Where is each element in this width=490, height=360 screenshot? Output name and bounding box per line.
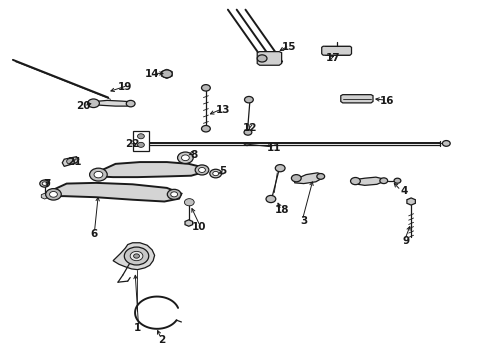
Circle shape [134, 254, 140, 258]
Circle shape [257, 55, 267, 62]
Circle shape [380, 178, 388, 184]
Circle shape [161, 70, 172, 78]
Polygon shape [407, 198, 416, 205]
Text: 3: 3 [300, 216, 307, 226]
Polygon shape [113, 243, 155, 270]
Text: 6: 6 [90, 229, 97, 239]
Polygon shape [352, 177, 383, 185]
Circle shape [244, 130, 252, 135]
Circle shape [171, 192, 177, 197]
Polygon shape [91, 100, 134, 106]
Circle shape [88, 99, 99, 108]
Text: 7: 7 [44, 179, 51, 189]
Circle shape [130, 251, 143, 261]
Circle shape [49, 192, 57, 197]
Text: 14: 14 [145, 69, 159, 79]
Circle shape [138, 134, 145, 139]
Circle shape [245, 96, 253, 103]
Polygon shape [161, 69, 172, 78]
Polygon shape [62, 157, 79, 166]
Text: 16: 16 [379, 96, 394, 106]
Circle shape [442, 140, 450, 146]
Text: 12: 12 [243, 123, 257, 133]
Circle shape [275, 165, 285, 172]
Circle shape [266, 195, 276, 203]
Polygon shape [185, 220, 193, 226]
Circle shape [350, 177, 360, 185]
Text: 17: 17 [326, 53, 340, 63]
Circle shape [184, 199, 194, 206]
Circle shape [67, 158, 74, 164]
Circle shape [213, 171, 219, 176]
Text: 22: 22 [125, 139, 140, 149]
Polygon shape [47, 183, 181, 202]
Text: 20: 20 [76, 102, 91, 112]
Text: 4: 4 [400, 186, 408, 196]
Text: 9: 9 [403, 236, 410, 246]
Polygon shape [96, 162, 203, 177]
Circle shape [195, 165, 209, 175]
Polygon shape [257, 51, 282, 65]
Circle shape [40, 180, 49, 187]
Text: 19: 19 [118, 82, 132, 92]
Polygon shape [294, 173, 322, 184]
Polygon shape [41, 193, 48, 199]
Circle shape [292, 175, 301, 182]
Circle shape [177, 152, 193, 163]
Circle shape [94, 171, 103, 178]
Text: 18: 18 [274, 206, 289, 216]
Circle shape [138, 142, 145, 147]
Text: 2: 2 [158, 334, 166, 345]
Circle shape [90, 168, 107, 181]
Circle shape [198, 167, 205, 172]
Circle shape [201, 126, 210, 132]
Circle shape [394, 178, 401, 183]
Text: 13: 13 [216, 105, 230, 115]
Circle shape [126, 100, 135, 107]
Circle shape [317, 174, 325, 179]
Text: 15: 15 [282, 42, 296, 52]
Polygon shape [322, 46, 351, 55]
Circle shape [201, 85, 210, 91]
Text: 1: 1 [134, 323, 141, 333]
Text: 5: 5 [220, 166, 227, 176]
Circle shape [46, 189, 61, 200]
Circle shape [42, 182, 47, 185]
Text: 11: 11 [267, 143, 282, 153]
Circle shape [139, 140, 148, 147]
Circle shape [124, 247, 149, 265]
Circle shape [181, 155, 189, 161]
Polygon shape [341, 95, 373, 103]
Text: 8: 8 [190, 150, 197, 160]
Text: 10: 10 [191, 222, 206, 231]
Text: 21: 21 [67, 157, 81, 167]
Circle shape [167, 189, 181, 199]
FancyBboxPatch shape [133, 131, 149, 151]
Circle shape [210, 169, 221, 178]
